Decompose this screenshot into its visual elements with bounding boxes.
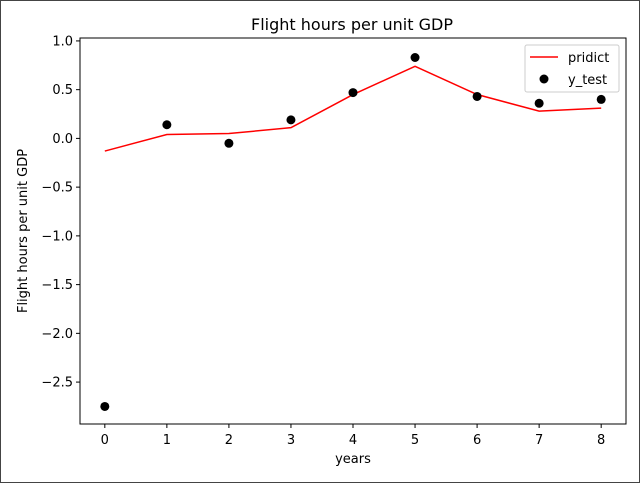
y-tick-label: −1.0 [41,229,73,244]
y-tick-label: −0.5 [41,181,73,196]
y-tick-label: 0.5 [52,83,73,98]
x-tick-label: 1 [163,433,171,448]
y-tick-label: −2.0 [41,327,73,342]
data-point-y_test [348,88,358,98]
y-tick-label: 0.0 [52,132,73,147]
data-point-y_test [224,138,234,148]
chart-title: Flight hours per unit GDP [251,15,453,34]
legend-label-y_test: y_test [568,73,607,88]
data-point-y_test [410,52,420,62]
y-tick-label: −1.5 [41,278,73,293]
legend-swatch-y_test [539,74,549,84]
plot-area [100,52,606,411]
data-point-y_test [534,98,544,108]
legend-label-pridict: pridict [568,51,609,66]
x-tick-label: 4 [349,433,357,448]
x-tick-label: 5 [411,433,419,448]
y-tick-label: 1.0 [52,34,73,49]
data-point-y_test [286,115,296,125]
y-axis: 1.0 0.5 0.0 −0.5 −1.0 −1.5 −2.0 −2.5 [41,34,80,391]
legend: pridict y_test [524,44,620,93]
data-point-y_test [162,120,172,130]
x-tick-label: 2 [225,433,233,448]
x-axis: 0 1 2 3 4 5 6 7 8 [101,424,605,448]
x-tick-label: 0 [101,433,109,448]
data-point-y_test [472,91,482,101]
x-tick-label: 6 [473,433,481,448]
data-point-y_test [596,94,606,104]
y-tick-label: −2.5 [41,376,73,391]
data-point-y_test [100,401,110,411]
x-tick-label: 3 [287,433,295,448]
y-axis-label: Flight hours per unit GDP [16,149,31,313]
x-axis-label: years [335,452,371,467]
x-tick-label: 8 [597,433,605,448]
x-tick-label: 7 [535,433,543,448]
